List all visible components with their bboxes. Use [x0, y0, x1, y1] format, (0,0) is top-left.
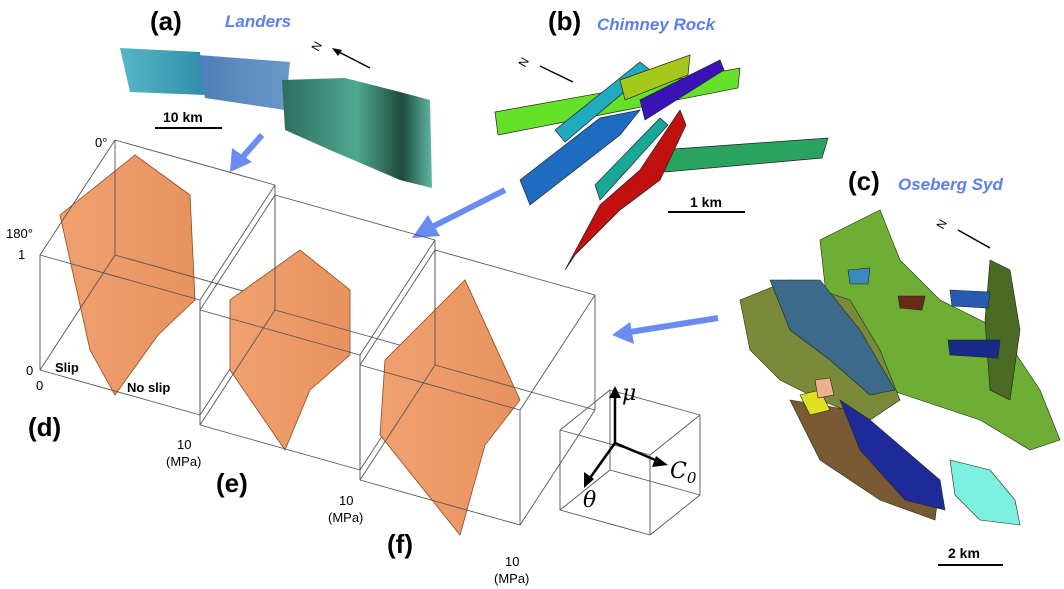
box-edge — [199, 184, 276, 301]
axis-key-arrows — [584, 386, 668, 488]
panel-label: (d) — [28, 412, 61, 442]
panel-name: Oseberg Syd — [898, 175, 1003, 194]
box-edge — [609, 469, 701, 496]
north-arrow — [334, 49, 371, 69]
north-arrow — [539, 65, 574, 83]
panel-label: (a) — [150, 6, 182, 36]
box-edge — [359, 364, 521, 411]
box-edge — [359, 479, 521, 526]
pointer-arrows — [230, 133, 719, 344]
box-edge — [434, 249, 596, 296]
box-edge — [359, 249, 436, 366]
box-edge — [434, 364, 596, 411]
box-edge — [39, 254, 116, 371]
box-edge — [559, 509, 651, 536]
box-edge — [199, 309, 276, 426]
box-edge — [199, 194, 276, 311]
box-edge — [649, 414, 701, 456]
failure-surface — [59, 154, 196, 396]
failure-surface — [229, 249, 351, 451]
axis-key-label: θ — [583, 488, 596, 513]
box-edge — [519, 294, 596, 411]
panel-name: Landers — [225, 12, 291, 31]
box-edge — [274, 194, 436, 241]
axis-label: 1 — [18, 247, 25, 262]
axis-label: 0 — [36, 378, 43, 393]
axis-label: 0 — [26, 363, 33, 378]
scale-label: 1 km — [690, 194, 722, 210]
panel-name: Chimney Rock — [597, 15, 717, 34]
box-edge — [559, 389, 611, 431]
panel-label: (f) — [387, 529, 413, 559]
axis-unit: (MPa) — [494, 571, 529, 586]
region-label: Slip — [55, 360, 79, 375]
landers-faults — [120, 48, 432, 188]
axis-label: 10 — [339, 493, 353, 508]
axis-label: 180° — [6, 226, 33, 241]
scale-label: 10 km — [163, 109, 203, 125]
axis-key-label: C0 — [670, 459, 697, 487]
axis-key-sub: 0 — [687, 469, 697, 487]
box-edge — [519, 409, 596, 526]
plot-boxes — [39, 139, 701, 536]
scale-label: 2 km — [948, 545, 980, 561]
box-edge — [649, 494, 701, 536]
box-edge — [39, 369, 201, 416]
box-edge — [39, 254, 201, 301]
north-label: N — [933, 217, 949, 232]
axis-key-label: μ — [622, 381, 636, 406]
region-label: No slip — [127, 380, 170, 395]
box-edge — [609, 389, 701, 416]
box-edge — [39, 139, 116, 256]
north-arrow-head — [332, 48, 342, 56]
chimney-rock-faults — [494, 54, 829, 271]
box-edge — [199, 424, 361, 471]
panel-label: (c) — [848, 166, 880, 196]
axis-unit: (MPa) — [328, 510, 363, 525]
box-edge — [359, 364, 436, 481]
axis-unit: (MPa) — [166, 454, 201, 469]
panel-label: (e) — [216, 468, 248, 498]
failure-surface — [379, 279, 521, 536]
axis-label: 0° — [95, 135, 107, 150]
north-label: N — [308, 39, 324, 54]
oseberg-faults — [739, 209, 1061, 526]
panel-label: (b) — [548, 6, 581, 36]
axis-label: 10 — [505, 554, 519, 569]
box-edge — [359, 239, 436, 356]
axis-label: 10 — [177, 437, 191, 452]
axis-key-label: C — [670, 459, 687, 484]
box-edge — [114, 139, 276, 186]
box-edge — [559, 469, 611, 511]
box-edge — [199, 309, 361, 356]
north-arrow — [957, 229, 991, 249]
north-label: N — [515, 55, 531, 70]
